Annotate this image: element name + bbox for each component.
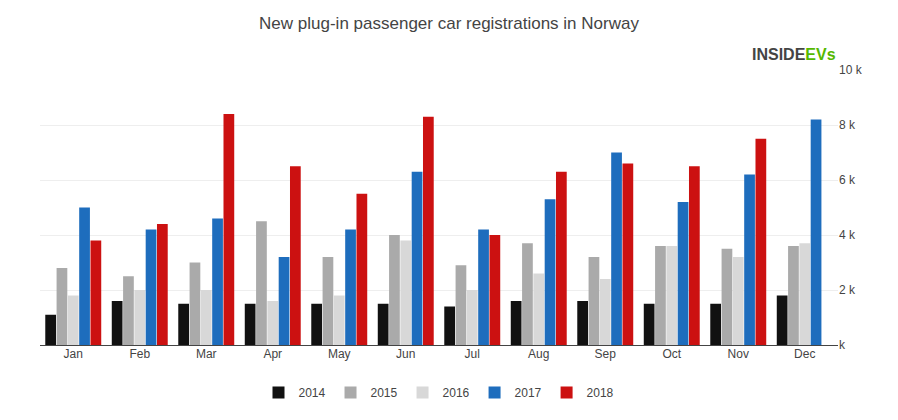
- svg-text:10 k: 10 k: [839, 63, 863, 77]
- svg-text:Jul: Jul: [465, 347, 480, 361]
- svg-text:New plug-in passenger car regi: New plug-in passenger car registrations …: [259, 14, 639, 33]
- svg-text:Nov: Nov: [728, 347, 749, 361]
- svg-text:INSIDEEVs: INSIDEEVs: [752, 46, 836, 63]
- svg-text:Sep: Sep: [595, 347, 617, 361]
- svg-text:k: k: [839, 338, 846, 352]
- svg-text:8 k: 8 k: [839, 118, 856, 132]
- svg-text:2016: 2016: [443, 386, 470, 400]
- svg-text:2015: 2015: [371, 386, 398, 400]
- svg-text:Aug: Aug: [528, 347, 549, 361]
- svg-text:Mar: Mar: [196, 347, 217, 361]
- svg-text:6 k: 6 k: [839, 173, 856, 187]
- svg-text:Feb: Feb: [129, 347, 150, 361]
- svg-text:Dec: Dec: [794, 347, 815, 361]
- svg-text:Jan: Jan: [64, 347, 83, 361]
- svg-text:2018: 2018: [587, 386, 614, 400]
- svg-text:2 k: 2 k: [839, 283, 856, 297]
- svg-text:Jun: Jun: [396, 347, 415, 361]
- svg-text:Apr: Apr: [263, 347, 282, 361]
- svg-text:Oct: Oct: [662, 347, 681, 361]
- svg-text:May: May: [328, 347, 351, 361]
- svg-text:2014: 2014: [299, 386, 326, 400]
- svg-text:4 k: 4 k: [839, 228, 856, 242]
- svg-text:2017: 2017: [515, 386, 542, 400]
